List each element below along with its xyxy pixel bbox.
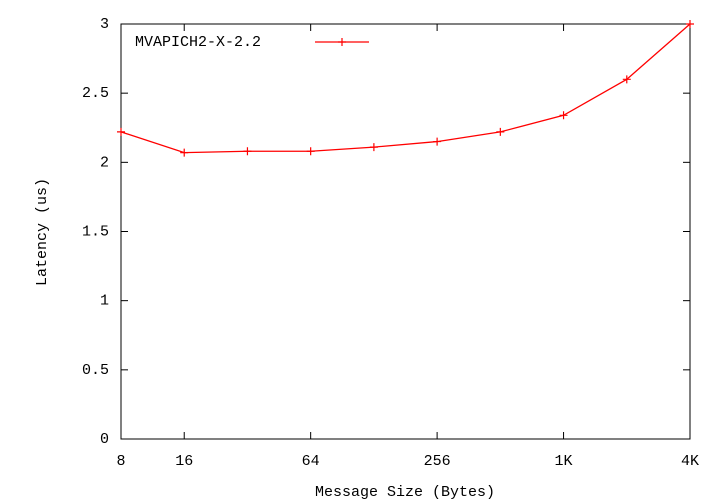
y-tick-label: 2 [100,154,109,171]
plot-frame [120,23,691,440]
x-tick-label: 256 [424,453,451,470]
legend-label: MVAPICH2-X-2.2 [135,34,261,51]
point-marker [686,20,694,28]
point-marker [559,111,568,120]
x-tick-label: 1K [555,453,573,470]
y-tick-label: 0.5 [82,362,109,379]
point-marker [180,148,189,157]
x-tick-label: 64 [302,453,320,470]
x-tick-label: 4K [681,453,699,470]
series-line [120,23,691,154]
y-tick-label: 0 [100,431,109,448]
y-tick-label: 1 [100,293,109,310]
point-marker [433,137,442,146]
y-axis-title: Latency (us) [34,178,51,286]
point-marker [117,127,125,136]
x-tick-label: 16 [175,453,193,470]
point-marker [306,147,315,156]
y-tick-label: 1.5 [82,223,109,240]
point-marker [496,127,505,136]
x-axis-title: Message Size (Bytes) [315,484,495,501]
legend-marker [338,38,346,46]
point-marker [369,143,378,152]
x-tick-label: 8 [116,453,125,470]
point-marker [622,75,631,84]
y-tick-label: 3 [100,16,109,33]
y-tick-label: 2.5 [82,85,109,102]
point-marker [243,147,252,156]
